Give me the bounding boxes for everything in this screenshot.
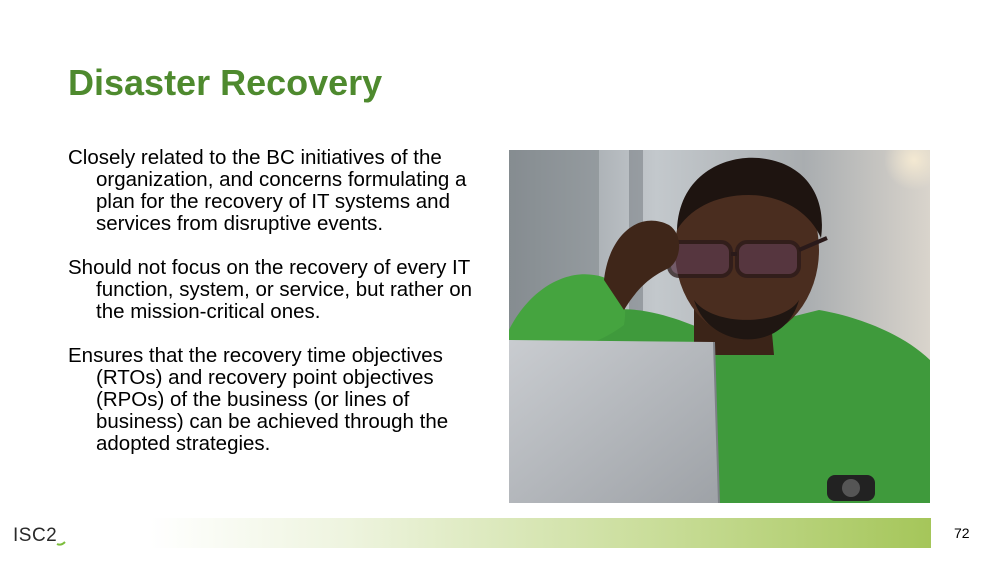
paragraph-1: Closely related to the BC initiatives of… (68, 146, 467, 235)
paragraph-3: Ensures that the recovery time objective… (68, 344, 449, 455)
page-number: 72 (954, 525, 970, 541)
paragraph-2: Should not focus on the recovery of ever… (68, 256, 472, 323)
man-at-laptop-photo (509, 150, 930, 503)
footer-gradient-bar (150, 518, 931, 548)
slide-title: Disaster Recovery (68, 62, 383, 103)
logo-text: ISC2 (13, 525, 57, 546)
isc2-logo: ISC2 (13, 524, 69, 546)
bullet-list: Closely related to the BC initiatives of… (68, 147, 498, 477)
